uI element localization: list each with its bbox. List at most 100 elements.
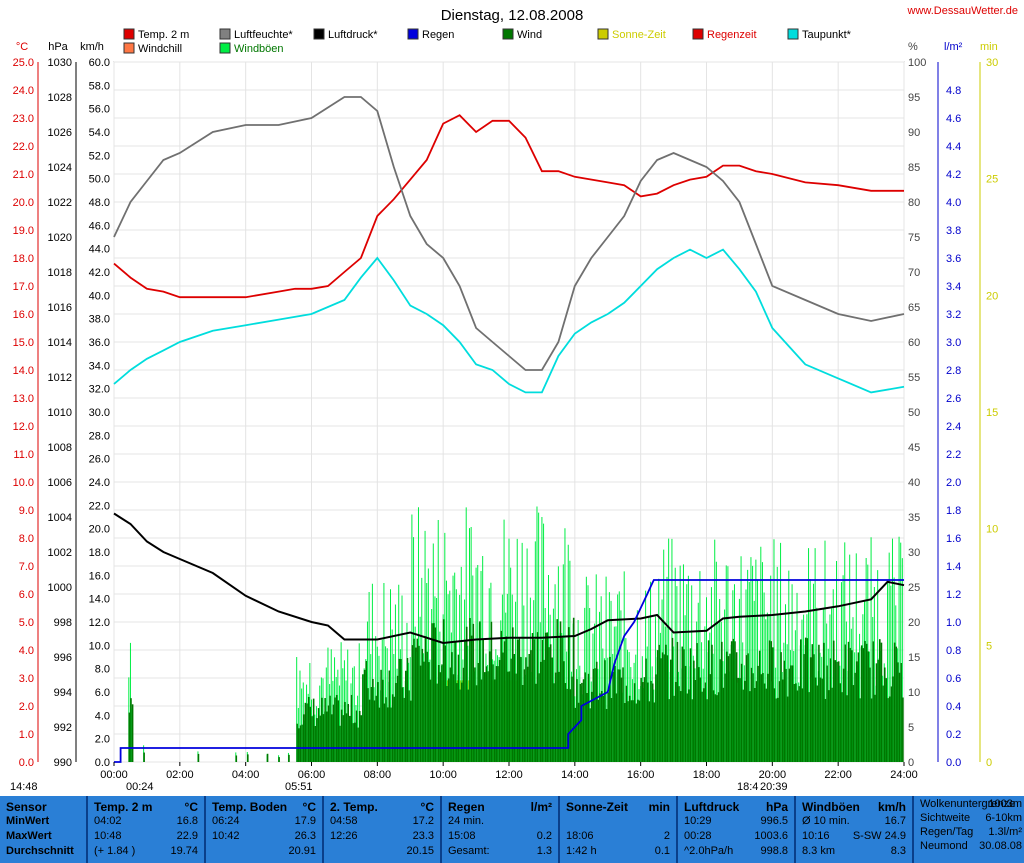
rain-tick-label: 0.0	[946, 757, 961, 769]
legend-label: Luftfeuchte*	[234, 29, 293, 41]
temp-tick-label: 12.0	[13, 421, 34, 433]
series-lines	[113, 96, 905, 763]
stats-sensor: Sensor MinWert MaxWert Durchschnitt	[0, 796, 88, 863]
temp-tick-label: 15.0	[13, 337, 34, 349]
rain-tick-label: 0.6	[946, 673, 961, 685]
press-tick-label: 994	[54, 687, 72, 699]
legend-swatch	[597, 28, 609, 40]
wind-tick-label: 50.0	[89, 174, 110, 186]
hum-unit: %	[908, 41, 918, 53]
rain-tick-label: 2.0	[946, 477, 961, 489]
temp-tick-label: 7.0	[19, 561, 34, 573]
wind-tick-label: 14.0	[89, 594, 110, 606]
wind-tick-label: 58.0	[89, 80, 110, 92]
rain-tick-label: 4.0	[946, 197, 961, 209]
wind-tick-label: 28.0	[89, 430, 110, 442]
rain-tick-label: 1.8	[946, 505, 961, 517]
temp-tick-label: 1.0	[19, 729, 34, 741]
legend-swatch	[692, 28, 704, 40]
x-tick-label: 00:00	[100, 769, 128, 780]
hum-tick-label: 25	[908, 582, 920, 594]
wind-tick-label: 22.0	[89, 500, 110, 512]
press-tick-label: 992	[54, 722, 72, 734]
stats-panel: Sensor MinWert MaxWert Durchschnitt Temp…	[0, 796, 1024, 863]
wind-tick-label: 38.0	[89, 314, 110, 326]
sun-tick-label: 25	[986, 174, 998, 186]
site-url[interactable]: www.DessauWetter.de	[907, 5, 1018, 17]
axes: 0.0 1.0 2.0 3.0 4.0 5.0 6.0 7.0 8.0 9.0 10.0 11.0 12…	[13, 41, 999, 780]
temp-tick-label: 9.0	[19, 505, 34, 517]
legend-label: Luftdruck*	[328, 29, 378, 41]
rain-tick-label: 3.4	[946, 281, 961, 293]
legend-label: Temp. 2 m	[138, 29, 189, 41]
wind-tick-label: 54.0	[89, 127, 110, 139]
temp-tick-label: 13.0	[13, 393, 34, 405]
hum-tick-label: 60	[908, 337, 920, 349]
press-tick-label: 1006	[48, 477, 72, 489]
x-tick-label: 10:00	[429, 769, 457, 780]
wind-tick-label: 10.0	[89, 640, 110, 652]
temp-tick-label: 25.0	[13, 57, 34, 69]
x-tick-label: 22:00	[824, 769, 852, 780]
wind-tick-label: 42.0	[89, 267, 110, 279]
temp-tick-label: 17.0	[13, 281, 34, 293]
press-tick-label: 1018	[48, 267, 72, 279]
series-luftdruck-	[113, 512, 905, 645]
wind-tick-label: 12.0	[89, 617, 110, 629]
legend-swatch	[313, 28, 325, 40]
temp-tick-label: 4.0	[19, 645, 34, 657]
press-tick-label: 1028	[48, 92, 72, 104]
wind-tick-label: 18.0	[89, 547, 110, 559]
rain-tick-label: 3.2	[946, 309, 961, 321]
hum-tick-label: 0	[908, 757, 914, 769]
wind-tick-label: 16.0	[89, 570, 110, 582]
legend-label: Windchill	[138, 43, 182, 55]
rain-tick-label: 4.8	[946, 85, 961, 97]
wind-tick-label: 8.0	[95, 664, 110, 676]
wind-tick-label: 0.0	[95, 757, 110, 769]
hum-tick-label: 30	[908, 547, 920, 559]
hum-tick-label: 100	[908, 57, 926, 69]
legend-label: Regenzeit	[707, 29, 757, 41]
x-tick-label: 14:00	[561, 769, 589, 780]
rain-tick-label: 4.4	[946, 141, 961, 153]
rain-tick-label: 4.2	[946, 169, 961, 181]
series-taupunkt-	[113, 248, 905, 394]
hum-tick-label: 45	[908, 442, 920, 454]
temp-tick-label: 23.0	[13, 113, 34, 125]
rain-tick-label: 3.6	[946, 253, 961, 265]
hum-tick-label: 55	[908, 372, 920, 384]
press-tick-label: 1022	[48, 197, 72, 209]
press-tick-label: 1014	[48, 337, 72, 349]
legend-swatch	[123, 28, 135, 40]
hum-tick-label: 70	[908, 267, 920, 279]
legend-label: Windböen	[234, 43, 284, 55]
moonrise-time: 18:4	[737, 781, 759, 793]
wind-tick-label: 52.0	[89, 150, 110, 162]
hum-tick-label: 95	[908, 92, 920, 104]
hum-tick-label: 15	[908, 652, 920, 664]
x-tick-label: 16:00	[627, 769, 655, 780]
press-tick-label: 998	[54, 617, 72, 629]
press-tick-label: 1030	[48, 57, 72, 69]
press-tick-label: 990	[54, 757, 72, 769]
press-unit: hPa	[48, 41, 68, 53]
sun-tick-label: 20	[986, 290, 998, 302]
press-tick-label: 1010	[48, 407, 72, 419]
time-footer: 14:48 00:24 05:51 18:4 20:39	[0, 779, 1024, 796]
press-tick-label: 1004	[48, 512, 72, 524]
sun-tick-label: 5	[986, 640, 992, 652]
legend-swatch	[219, 28, 231, 40]
wind-tick-label: 60.0	[89, 57, 110, 69]
legend-swatch	[407, 28, 419, 40]
hum-tick-label: 5	[908, 722, 914, 734]
wind-tick-label: 30.0	[89, 407, 110, 419]
wind-tick-label: 40.0	[89, 290, 110, 302]
wind-tick-label: 44.0	[89, 244, 110, 256]
x-tick-label: 24:00	[890, 769, 918, 780]
rain-tick-label: 1.2	[946, 589, 961, 601]
stats-boeen: Windböen km/h Ø 10 min. 16.7 10:16 S-SW 24.…	[796, 796, 914, 863]
temp-tick-label: 22.0	[13, 141, 34, 153]
stats-misc: Wolkenuntergrenze 1003m Sichtweite 6-10km …	[920, 798, 1022, 852]
press-tick-label: 996	[54, 652, 72, 664]
